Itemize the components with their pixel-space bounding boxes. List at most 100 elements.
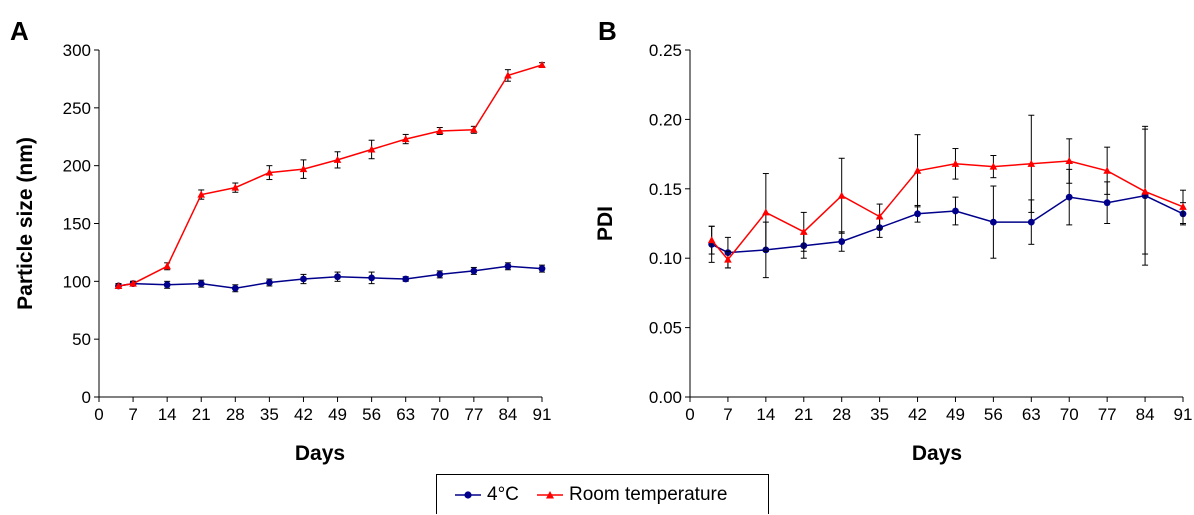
x-tick-label: 49 xyxy=(946,405,965,424)
data-point xyxy=(367,145,376,153)
x-tick-label: 63 xyxy=(396,405,415,424)
y-tick-label: 250 xyxy=(63,99,91,118)
y-tick-label: 0.25 xyxy=(649,41,682,60)
series-line xyxy=(711,194,1184,254)
data-point xyxy=(368,274,376,282)
x-axis-label: Days xyxy=(295,442,345,465)
series-line xyxy=(118,265,543,290)
y-tick-label: 150 xyxy=(63,215,91,234)
x-axis-label: Days xyxy=(912,442,962,465)
y-tick-label: 50 xyxy=(72,330,91,349)
x-tick-label: 0 xyxy=(685,405,694,424)
data-point xyxy=(1065,157,1074,165)
data-point xyxy=(401,135,410,143)
data-point xyxy=(231,284,239,292)
series-line xyxy=(711,160,1184,261)
legend-item-4c: 4°C xyxy=(455,475,519,515)
x-tick-label: 91 xyxy=(533,405,552,424)
data-point xyxy=(1103,166,1111,174)
x-tick-label: 28 xyxy=(226,405,245,424)
data-point xyxy=(952,207,959,215)
x-tick-label: 70 xyxy=(1060,405,1079,424)
x-tick-label: 56 xyxy=(984,405,1003,424)
y-tick-label: 0.00 xyxy=(649,388,682,407)
data-point xyxy=(1179,202,1187,210)
x-tick-label: 63 xyxy=(1022,405,1041,424)
series-4c xyxy=(708,125,1187,279)
data-point xyxy=(1065,193,1073,201)
legend-circle-marker-icon xyxy=(455,491,481,499)
data-point xyxy=(436,270,444,278)
panel-label: B xyxy=(598,16,617,46)
data-point xyxy=(875,212,884,220)
data-point xyxy=(470,267,478,275)
data-point xyxy=(402,275,410,283)
y-tick-label: 0.20 xyxy=(649,110,682,129)
data-point xyxy=(837,191,846,199)
data-point xyxy=(197,190,206,198)
data-point xyxy=(799,227,808,235)
data-point xyxy=(951,159,960,167)
data-point xyxy=(538,61,546,69)
data-point xyxy=(1027,218,1035,226)
x-tick-label: 21 xyxy=(794,405,813,424)
data-point xyxy=(114,281,123,289)
series-4c xyxy=(115,262,546,293)
data-point xyxy=(504,71,512,79)
x-tick-label: 35 xyxy=(870,405,889,424)
data-point xyxy=(504,262,512,270)
x-tick-label: 14 xyxy=(158,405,177,424)
y-tick-label: 300 xyxy=(63,41,91,60)
data-point xyxy=(265,168,274,176)
data-point xyxy=(838,238,846,245)
data-point xyxy=(707,236,716,244)
data-point xyxy=(265,279,273,286)
x-tick-label: 42 xyxy=(908,405,927,424)
data-point xyxy=(299,165,308,173)
y-tick-label: 0.05 xyxy=(649,319,682,338)
data-point xyxy=(470,125,478,133)
y-tick-label: 0.10 xyxy=(649,249,682,268)
chart-panel-a: A 0 50 100 150 200 250 300 0 7 14 21 28 35 42 49 56 63 70 7… xyxy=(10,16,551,465)
x-tick-label: 49 xyxy=(328,405,347,424)
data-point xyxy=(914,210,921,218)
legend-label: Room temperature xyxy=(569,484,728,505)
x-tick-label: 84 xyxy=(498,405,517,424)
data-point xyxy=(762,208,770,216)
x-tick-label: 35 xyxy=(260,405,279,424)
x-tick-label: 42 xyxy=(294,405,313,424)
data-point xyxy=(538,265,546,273)
series-room-temperature xyxy=(114,61,546,289)
panel-label: A xyxy=(10,16,29,46)
data-point xyxy=(231,183,240,191)
x-tick-label: 56 xyxy=(362,405,381,424)
data-point xyxy=(989,162,998,170)
y-tick-label: 200 xyxy=(63,157,91,176)
legend: 4°C Room temperature xyxy=(436,474,769,514)
series-room-temperature xyxy=(707,114,1187,269)
x-tick-label: 7 xyxy=(128,405,137,424)
data-point xyxy=(163,262,171,270)
legend-label: 4°C xyxy=(487,484,519,505)
x-tick-label: 77 xyxy=(1098,405,1117,424)
data-point xyxy=(163,281,171,289)
x-tick-label: 21 xyxy=(192,405,211,424)
x-tick-label: 7 xyxy=(723,405,732,424)
data-point xyxy=(724,255,732,263)
x-tick-label: 0 xyxy=(94,405,103,424)
y-tick-label: 0.15 xyxy=(649,180,682,199)
data-point xyxy=(129,279,137,287)
chart-panel-b: B 0.00 0.05 0.10 0.15 0.20 0.25 0 7 14 21 28 35 42 49 5… xyxy=(594,16,1192,465)
legend-item-room-temperature: Room temperature xyxy=(537,475,727,515)
y-axis-label: PDI xyxy=(594,206,617,241)
data-point xyxy=(989,218,997,226)
data-point xyxy=(197,280,205,288)
x-tick-label: 28 xyxy=(832,405,851,424)
data-point xyxy=(435,126,444,134)
data-point xyxy=(300,275,307,283)
data-point xyxy=(334,273,341,281)
data-point xyxy=(1027,159,1036,167)
y-tick-label: 0 xyxy=(82,388,91,407)
